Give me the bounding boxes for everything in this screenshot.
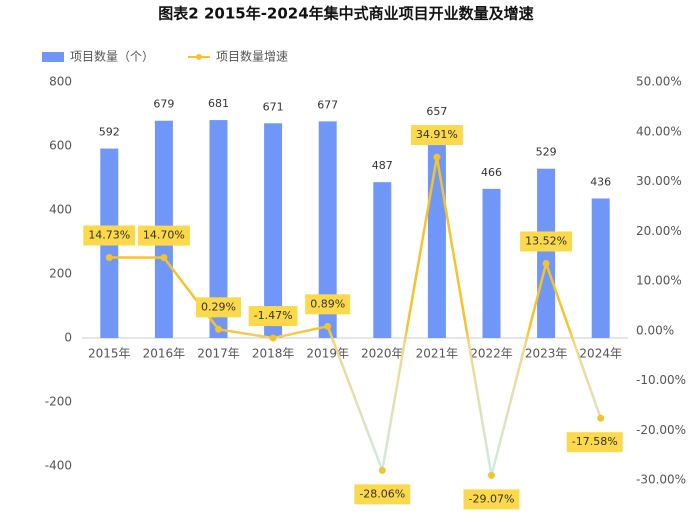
- label-box: [248, 306, 298, 327]
- x-tick-label: 2022年: [470, 347, 513, 361]
- line-value-label: 14.73%: [88, 228, 130, 241]
- y-tick-label: 600: [49, 139, 72, 153]
- bar-value-label: 679: [153, 98, 174, 111]
- line-point: [160, 254, 168, 262]
- bar-value-label: 657: [426, 105, 447, 118]
- label-box: [137, 225, 190, 246]
- line-point: [324, 322, 332, 330]
- bar-value-label: 677: [317, 98, 338, 111]
- x-tick-label: 2021年: [416, 347, 459, 361]
- y2-tick-label: 20.00%: [636, 224, 682, 238]
- y-tick-label: 0: [64, 331, 72, 345]
- line-value-label: 34.91%: [416, 128, 458, 141]
- x-tick-label: 2017年: [197, 347, 240, 361]
- bar: [537, 168, 556, 338]
- y2-tick-label: 30.00%: [636, 174, 682, 188]
- bar: [591, 198, 610, 338]
- y2-tick-label: -30.00%: [636, 473, 686, 487]
- bar-value-label: 487: [372, 159, 393, 172]
- y-tick-label: 800: [49, 75, 72, 89]
- label-box: [305, 294, 351, 315]
- y-tick-label: -400: [45, 459, 72, 473]
- bar: [209, 120, 228, 338]
- y-tick-label: -200: [45, 395, 72, 409]
- bar: [373, 182, 392, 338]
- bar-value-label: 671: [263, 100, 284, 113]
- y2-tick-label: -10.00%: [636, 373, 686, 387]
- y2-tick-label: 40.00%: [636, 124, 682, 138]
- y2-tick-label: 10.00%: [636, 274, 682, 288]
- y2-tick-label: 50.00%: [636, 75, 682, 89]
- line-value-label: 13.52%: [525, 234, 567, 247]
- line-value-label: -1.47%: [254, 309, 293, 322]
- line-point: [542, 259, 550, 267]
- legend-swatch: [196, 54, 202, 60]
- line-point: [105, 253, 113, 261]
- line-value-label: -29.07%: [469, 492, 515, 505]
- legend-swatch: [42, 52, 64, 62]
- line-point: [215, 325, 222, 333]
- label-box: [520, 231, 573, 252]
- bar-value-label: 466: [481, 166, 502, 179]
- bar-value-label: 529: [536, 146, 557, 159]
- line-value-label: 14.70%: [143, 229, 185, 242]
- bar-value-label: 681: [208, 97, 229, 110]
- bar: [482, 188, 501, 338]
- label-box: [410, 125, 463, 146]
- line-point: [269, 334, 277, 342]
- line-value-label: -17.58%: [572, 435, 618, 448]
- label-box: [463, 489, 520, 510]
- legend-label: 项目数量增速: [216, 49, 288, 64]
- y2-tick-label: 0.00%: [636, 323, 674, 337]
- x-tick-label: 2015年: [88, 347, 131, 361]
- line-point: [597, 414, 605, 422]
- chart-title: 图表2 2015年-2024年集中式商业项目开业数量及增速: [158, 5, 533, 23]
- legend-label: 项目数量（个）: [70, 49, 154, 64]
- line-value-label: 0.29%: [201, 300, 236, 313]
- label-box: [566, 432, 623, 453]
- y-tick-label: 200: [49, 267, 72, 281]
- bar-value-label: 436: [590, 175, 611, 188]
- y2-tick-label: -20.00%: [636, 423, 686, 437]
- line-value-label: -28.06%: [359, 487, 405, 500]
- x-tick-label: 2016年: [143, 347, 186, 361]
- x-tick-label: 2024年: [579, 347, 622, 361]
- x-tick-label: 2023年: [525, 347, 568, 361]
- y-tick-label: 400: [49, 203, 72, 217]
- line-value-label: 0.89%: [310, 297, 345, 310]
- bar-value-label: 592: [99, 126, 120, 139]
- x-tick-label: 2019年: [306, 347, 349, 361]
- label-box: [354, 484, 411, 505]
- label-box: [196, 297, 241, 318]
- growth-line: [109, 156, 602, 476]
- label-box: [83, 225, 136, 246]
- x-tick-label: 2018年: [252, 347, 295, 361]
- line-point: [378, 466, 386, 474]
- x-tick-label: 2020年: [361, 347, 404, 361]
- line-point: [433, 153, 441, 161]
- bar: [318, 121, 337, 338]
- bar: [264, 123, 283, 338]
- line-point: [488, 471, 495, 479]
